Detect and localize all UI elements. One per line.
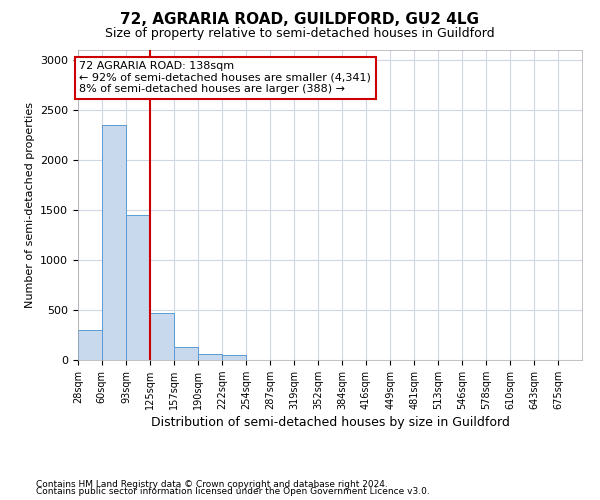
Bar	[126, 215, 150, 360]
Text: 72, AGRARIA ROAD, GUILDFORD, GU2 4LG: 72, AGRARIA ROAD, GUILDFORD, GU2 4LG	[121, 12, 479, 28]
Text: 72 AGRARIA ROAD: 138sqm
← 92% of semi-detached houses are smaller (4,341)
8% of : 72 AGRARIA ROAD: 138sqm ← 92% of semi-de…	[79, 61, 371, 94]
Bar	[222, 355, 246, 360]
Text: Contains HM Land Registry data © Crown copyright and database right 2024.: Contains HM Land Registry data © Crown c…	[36, 480, 388, 489]
Text: Contains public sector information licensed under the Open Government Licence v3: Contains public sector information licen…	[36, 487, 430, 496]
Bar	[78, 330, 102, 360]
Bar	[174, 347, 198, 360]
Y-axis label: Number of semi-detached properties: Number of semi-detached properties	[25, 102, 35, 308]
X-axis label: Distribution of semi-detached houses by size in Guildford: Distribution of semi-detached houses by …	[151, 416, 509, 429]
Bar	[102, 125, 126, 360]
Text: Size of property relative to semi-detached houses in Guildford: Size of property relative to semi-detach…	[105, 28, 495, 40]
Bar	[198, 354, 222, 360]
Bar	[150, 313, 174, 360]
